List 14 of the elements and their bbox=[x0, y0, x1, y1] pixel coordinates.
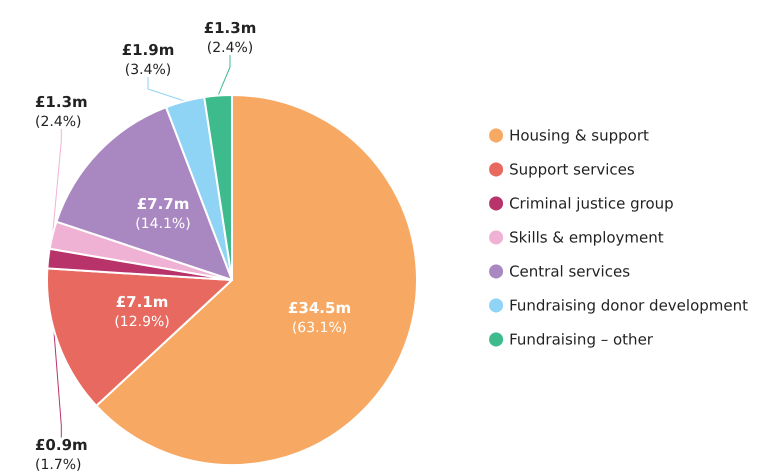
data-label: £1.3m (2.4%) bbox=[204, 19, 256, 56]
legend-label: Fundraising donor development bbox=[509, 296, 748, 314]
legend-label: Housing & support bbox=[509, 126, 649, 144]
data-label: £7.1m (12.9%) bbox=[114, 293, 170, 330]
legend-label: Skills & employment bbox=[509, 228, 664, 246]
data-label: £7.7m (14.1%) bbox=[135, 194, 191, 232]
legend-label: Criminal justice group bbox=[509, 194, 674, 212]
data-label: £1.9m (3.4%) bbox=[122, 41, 174, 78]
data-label: £0.9m (1.7%) bbox=[35, 436, 88, 473]
data-label: £34.5m (63.1%) bbox=[288, 299, 352, 336]
legend-label: Support services bbox=[509, 160, 635, 178]
data-label: £1.3m (2.4%) bbox=[35, 93, 88, 130]
legend-label: Central services bbox=[509, 262, 630, 280]
legend-label: Fundraising – other bbox=[509, 330, 654, 348]
